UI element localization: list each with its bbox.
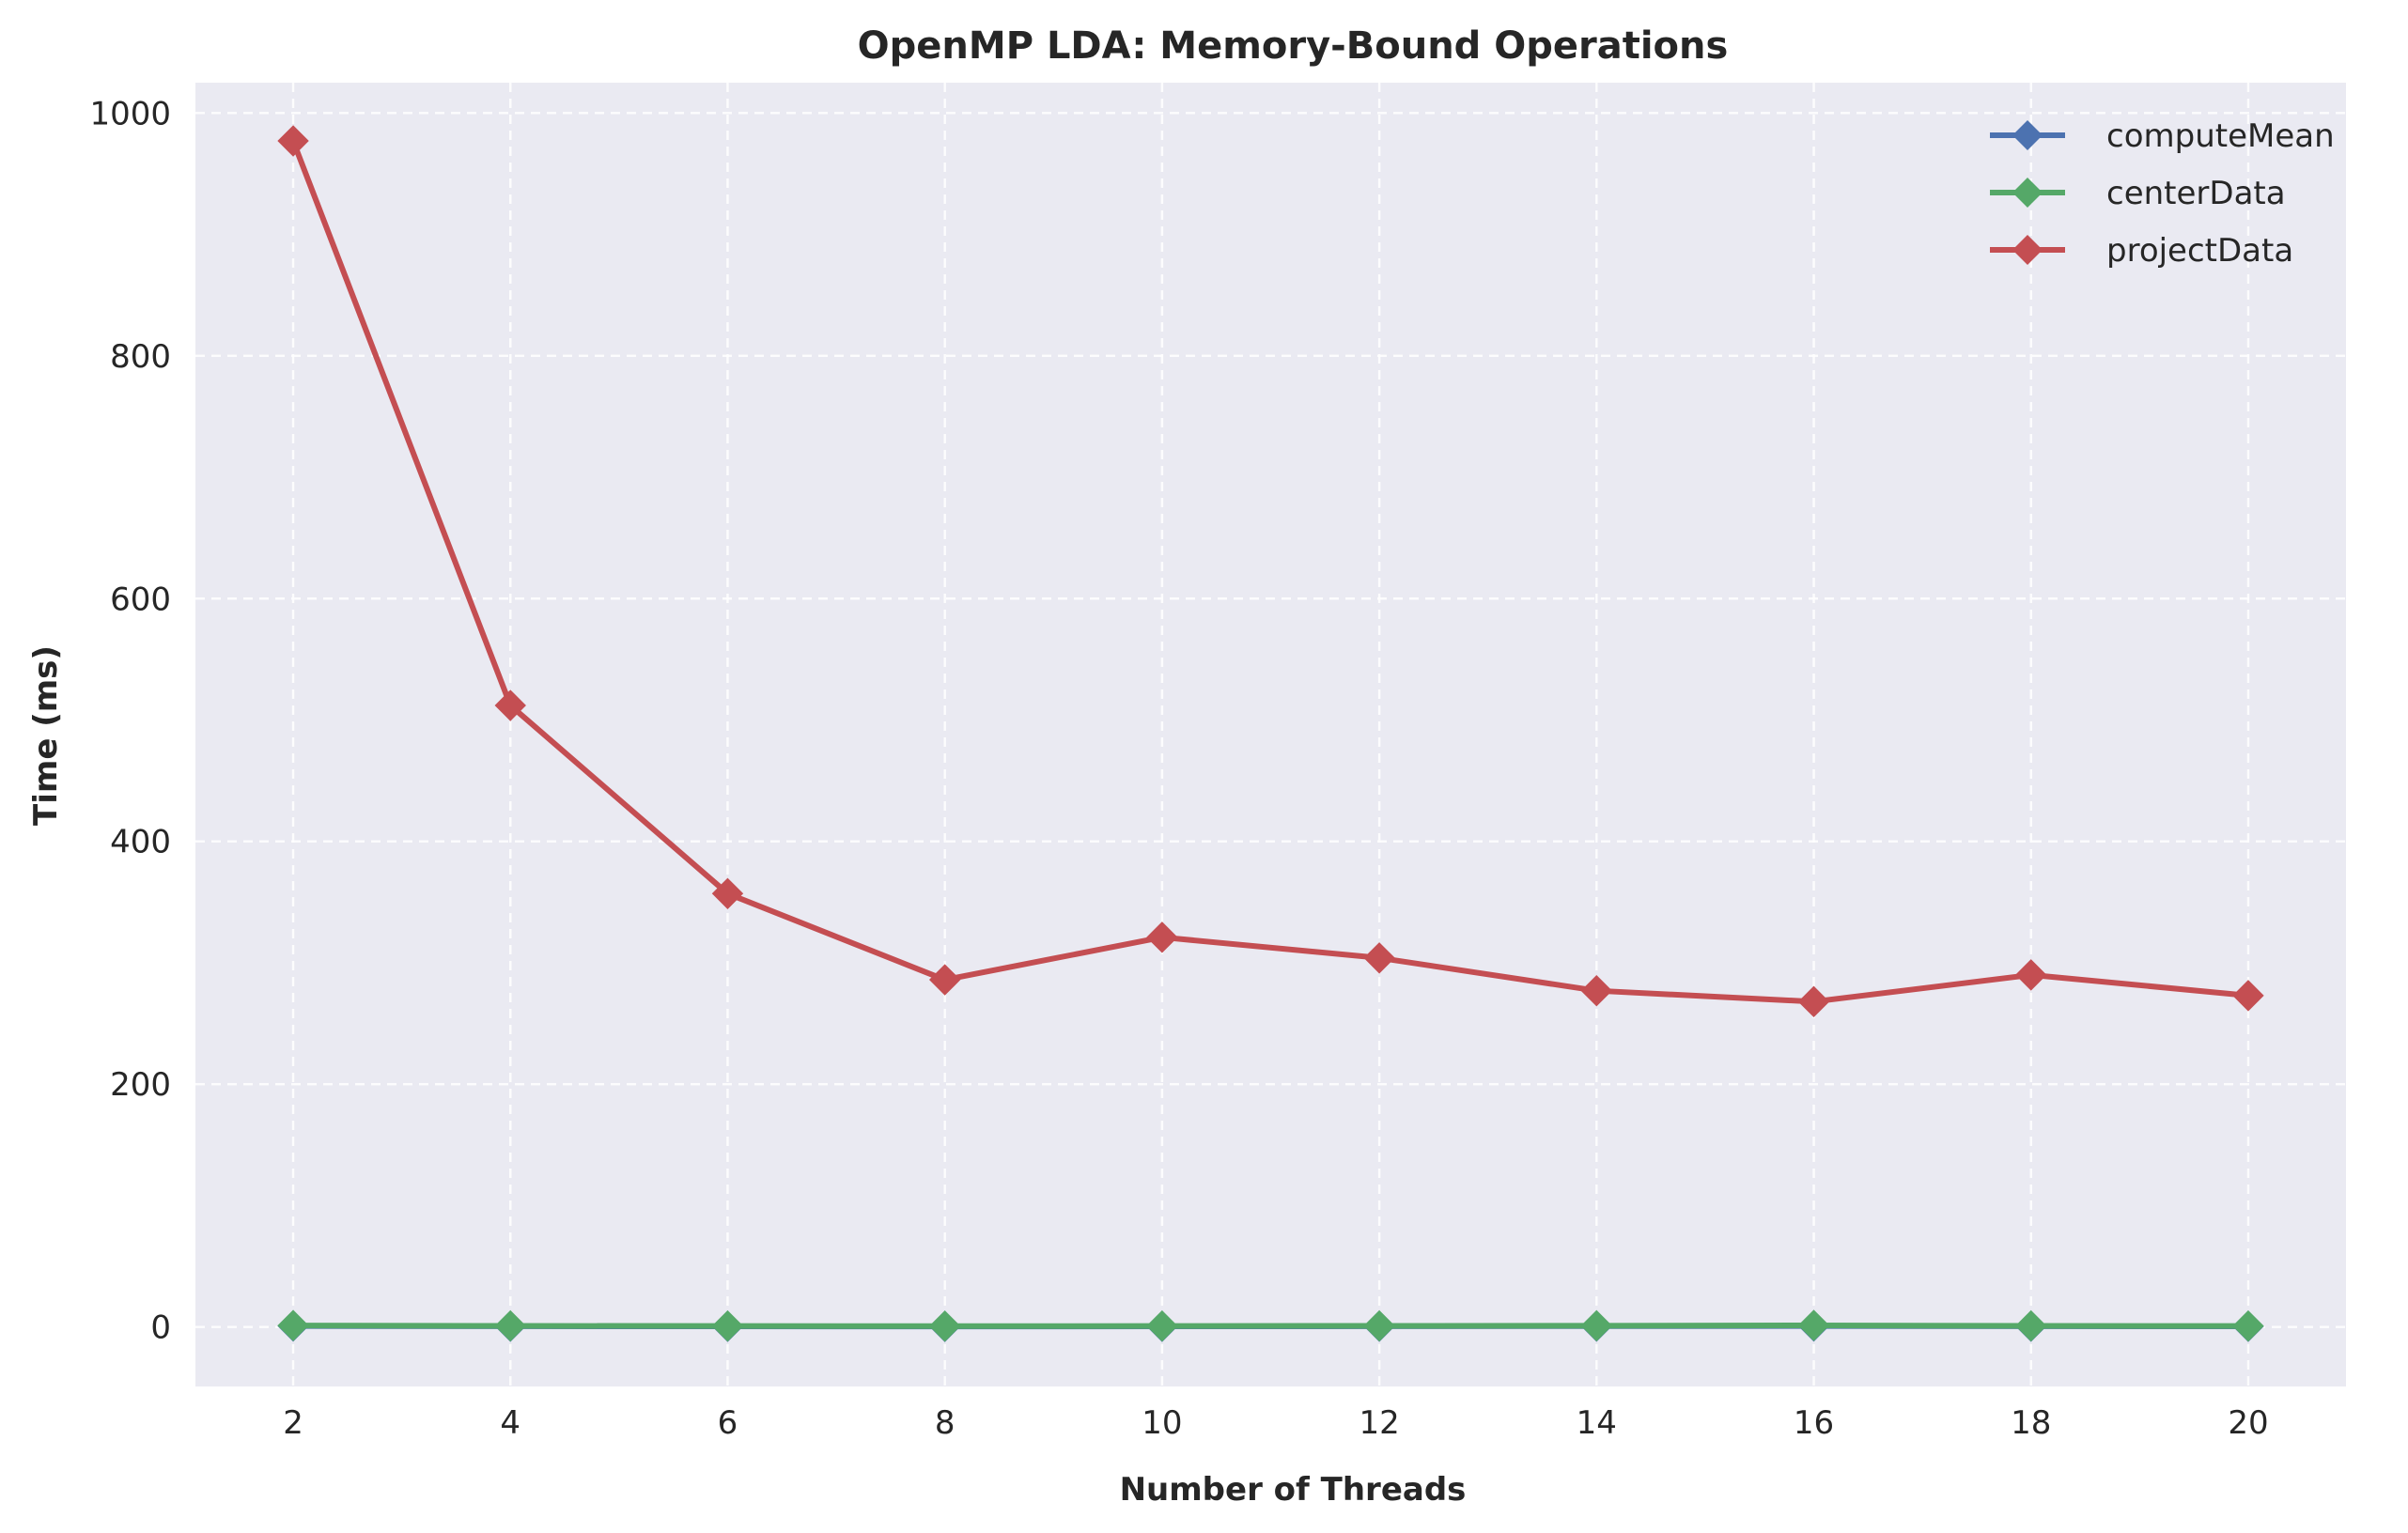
- y-axis-label: Time (ms): [27, 645, 65, 826]
- x-tick-label: 8: [935, 1404, 955, 1442]
- legend-label: projectData: [2106, 232, 2293, 270]
- legend: computeMean centerData projectData: [1990, 117, 2335, 270]
- data-point: [1797, 1309, 1830, 1341]
- data-point: [711, 877, 744, 910]
- data-point: [1580, 974, 1613, 1007]
- x-tick-label: 18: [2011, 1404, 2051, 1442]
- legend-label: computeMean: [2106, 117, 2335, 155]
- y-tick-label: 0: [150, 1309, 171, 1347]
- y-tick-label: 600: [110, 581, 171, 618]
- legend-label: centerData: [2106, 175, 2286, 212]
- x-tick-label: 2: [283, 1404, 303, 1442]
- series-projectData: [277, 125, 2264, 1018]
- data-point: [1797, 985, 1830, 1018]
- data-point: [1146, 921, 1178, 953]
- x-tick-label: 12: [1359, 1404, 1399, 1442]
- legend-marker: [2012, 178, 2043, 208]
- legend-item: projectData: [1990, 232, 2293, 270]
- data-point: [2015, 1309, 2047, 1342]
- data-point: [2015, 959, 2047, 991]
- series-centerData: [277, 1309, 2264, 1342]
- data-point: [1363, 942, 1395, 974]
- data-point: [2232, 1309, 2264, 1342]
- data-point: [928, 964, 961, 996]
- data-point: [277, 125, 309, 157]
- x-tick-label: 14: [1577, 1404, 1617, 1442]
- data-point: [494, 1309, 526, 1342]
- x-tick-label: 16: [1794, 1404, 1834, 1442]
- data-point: [2232, 980, 2264, 1012]
- series-line: [293, 1322, 2248, 1329]
- y-tick-label: 400: [110, 824, 171, 861]
- data-point: [277, 1309, 309, 1341]
- x-tick-label: 10: [1142, 1404, 1182, 1442]
- legend-marker: [2012, 120, 2043, 150]
- legend-item: computeMean: [1990, 117, 2335, 155]
- y-tick-label: 800: [110, 338, 171, 376]
- data-point: [928, 1310, 961, 1342]
- x-tick-label: 4: [500, 1404, 520, 1442]
- data-series: [277, 125, 2264, 1342]
- x-tick-label: 6: [718, 1404, 738, 1442]
- gridlines: [195, 83, 2346, 1386]
- x-tick-label: 20: [2228, 1404, 2268, 1442]
- data-point: [1363, 1309, 1395, 1342]
- data-point: [1580, 1309, 1613, 1342]
- data-point: [711, 1309, 744, 1342]
- data-point: [494, 689, 526, 721]
- y-tick-label: 1000: [89, 95, 171, 132]
- x-axis-label: Number of Threads: [1120, 1471, 1467, 1509]
- data-point: [1146, 1309, 1178, 1342]
- chart-title: OpenMP LDA: Memory-Bound Operations: [858, 24, 1729, 68]
- series-line: [290, 139, 2249, 1005]
- legend-marker: [2012, 235, 2043, 265]
- plot-area: [195, 83, 2346, 1386]
- y-tick-label: 200: [110, 1066, 171, 1104]
- legend-item: centerData: [1990, 175, 2286, 212]
